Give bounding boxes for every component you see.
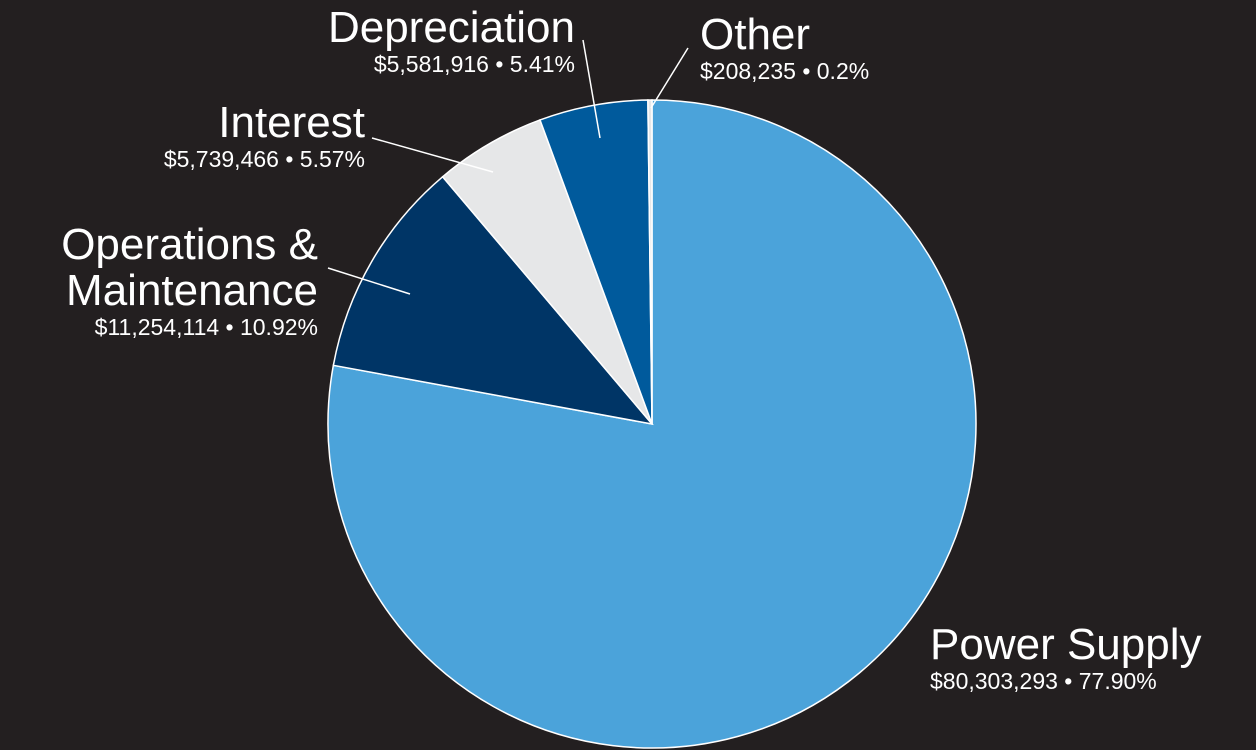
slice-value: $5,739,466 • 5.57%: [163, 146, 365, 172]
pie-slice: [332, 175, 654, 426]
slice-value: $80,303,293 • 77.90%: [930, 668, 1157, 694]
leader-line: [650, 47, 689, 109]
leader-line: [371, 137, 494, 173]
slice-label: Power Supply $80,303,293 • 77.90%: [930, 622, 1201, 693]
slice-name: Interest: [218, 98, 365, 147]
leader-line: [582, 39, 601, 139]
slice-name: Other: [700, 10, 811, 59]
slice-name: Operations & Maintenance: [61, 220, 318, 315]
slice-label: Depreciation $5,581,916 • 5.41%: [328, 5, 575, 76]
slice-label: Other $208,235 • 0.2%: [700, 12, 869, 83]
slice-name: Power Supply: [930, 620, 1202, 669]
slice-label: Interest $5,739,466 • 5.57%: [164, 100, 365, 171]
leader-line: [327, 267, 411, 295]
slice-value: $5,581,916 • 5.41%: [373, 51, 575, 77]
slice-value: $208,235 • 0.2%: [700, 58, 870, 84]
slice-name: Depreciation: [327, 3, 575, 52]
slice-value: $11,254,114 • 10.92%: [94, 314, 318, 340]
slice-label: Operations & Maintenance $11,254,114 • 10…: [8, 222, 318, 339]
pie-slice: [647, 99, 653, 425]
